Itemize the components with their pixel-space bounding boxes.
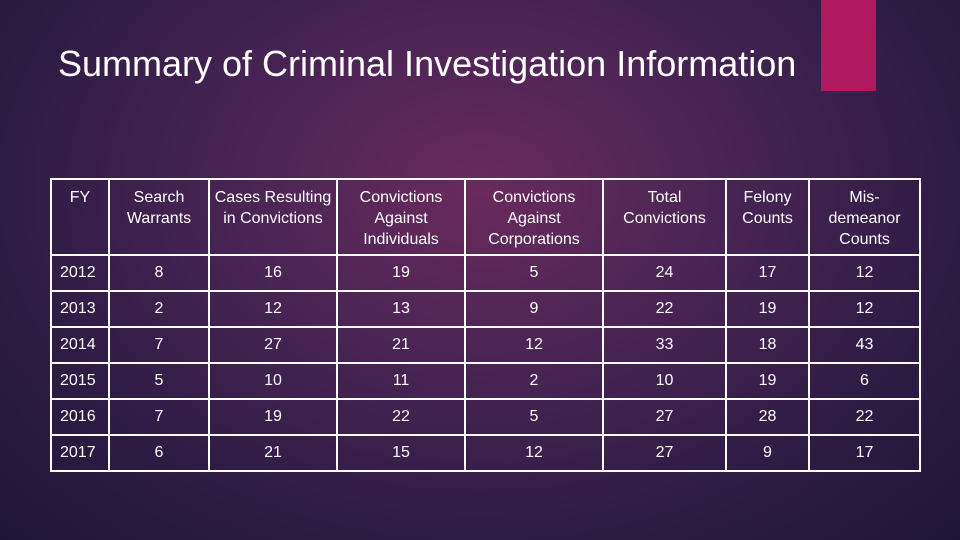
cell-convictions-individuals: 11 — [336, 362, 466, 400]
header-convictions-individuals: Convictions Against Individuals — [336, 178, 466, 256]
table-row: 2014 7 27 21 12 33 18 43 — [50, 326, 921, 364]
cell-felony-counts: 19 — [725, 362, 810, 400]
table-row: 2016 7 19 22 5 27 28 22 — [50, 398, 921, 436]
cell-total-convictions: 27 — [602, 434, 727, 472]
cell-convictions-corporations: 12 — [464, 326, 604, 364]
cell-misdemeanor-counts: 12 — [808, 254, 921, 292]
header-convictions-corporations: Convictions Against Corporations — [464, 178, 604, 256]
cell-fy: 2016 — [50, 398, 110, 436]
table-row: 2017 6 21 15 12 27 9 17 — [50, 434, 921, 472]
cell-total-convictions: 24 — [602, 254, 727, 292]
header-misdemeanor-counts: Mis-demeanor Counts — [808, 178, 921, 256]
cell-misdemeanor-counts: 17 — [808, 434, 921, 472]
cell-search-warrants: 7 — [108, 398, 210, 436]
cell-misdemeanor-counts: 22 — [808, 398, 921, 436]
cell-convictions-corporations: 2 — [464, 362, 604, 400]
cell-convictions-individuals: 15 — [336, 434, 466, 472]
cell-convictions-individuals: 22 — [336, 398, 466, 436]
cell-fy: 2015 — [50, 362, 110, 400]
cell-total-convictions: 27 — [602, 398, 727, 436]
cell-convictions-individuals: 19 — [336, 254, 466, 292]
cell-misdemeanor-counts: 12 — [808, 290, 921, 328]
accent-bar — [821, 0, 876, 91]
cell-cases-resulting: 21 — [208, 434, 338, 472]
cell-search-warrants: 6 — [108, 434, 210, 472]
summary-table: FY Search Warrants Cases Resulting in Co… — [50, 178, 921, 472]
cell-felony-counts: 18 — [725, 326, 810, 364]
cell-fy: 2017 — [50, 434, 110, 472]
header-search-warrants: Search Warrants — [108, 178, 210, 256]
cell-fy: 2012 — [50, 254, 110, 292]
header-felony-counts: Felony Counts — [725, 178, 810, 256]
cell-convictions-corporations: 5 — [464, 254, 604, 292]
cell-felony-counts: 9 — [725, 434, 810, 472]
cell-cases-resulting: 16 — [208, 254, 338, 292]
cell-cases-resulting: 27 — [208, 326, 338, 364]
cell-convictions-corporations: 9 — [464, 290, 604, 328]
table-row: 2012 8 16 19 5 24 17 12 — [50, 254, 921, 292]
table-row: 2013 2 12 13 9 22 19 12 — [50, 290, 921, 328]
cell-search-warrants: 2 — [108, 290, 210, 328]
cell-convictions-individuals: 13 — [336, 290, 466, 328]
cell-cases-resulting: 19 — [208, 398, 338, 436]
table-row: 2015 5 10 11 2 10 19 6 — [50, 362, 921, 400]
slide-title: Summary of Criminal Investigation Inform… — [58, 43, 797, 84]
summary-table-container: FY Search Warrants Cases Resulting in Co… — [50, 178, 921, 472]
cell-total-convictions: 10 — [602, 362, 727, 400]
cell-felony-counts: 17 — [725, 254, 810, 292]
cell-convictions-individuals: 21 — [336, 326, 466, 364]
cell-fy: 2014 — [50, 326, 110, 364]
cell-total-convictions: 22 — [602, 290, 727, 328]
cell-convictions-corporations: 5 — [464, 398, 604, 436]
table-header-row: FY Search Warrants Cases Resulting in Co… — [50, 178, 921, 256]
cell-cases-resulting: 12 — [208, 290, 338, 328]
cell-total-convictions: 33 — [602, 326, 727, 364]
header-fy: FY — [50, 178, 110, 256]
cell-misdemeanor-counts: 6 — [808, 362, 921, 400]
cell-search-warrants: 5 — [108, 362, 210, 400]
header-total-convictions: Total Convictions — [602, 178, 727, 256]
cell-felony-counts: 19 — [725, 290, 810, 328]
cell-cases-resulting: 10 — [208, 362, 338, 400]
cell-felony-counts: 28 — [725, 398, 810, 436]
header-cases-resulting: Cases Resulting in Convictions — [208, 178, 338, 256]
cell-search-warrants: 8 — [108, 254, 210, 292]
cell-misdemeanor-counts: 43 — [808, 326, 921, 364]
cell-fy: 2013 — [50, 290, 110, 328]
cell-search-warrants: 7 — [108, 326, 210, 364]
cell-convictions-corporations: 12 — [464, 434, 604, 472]
